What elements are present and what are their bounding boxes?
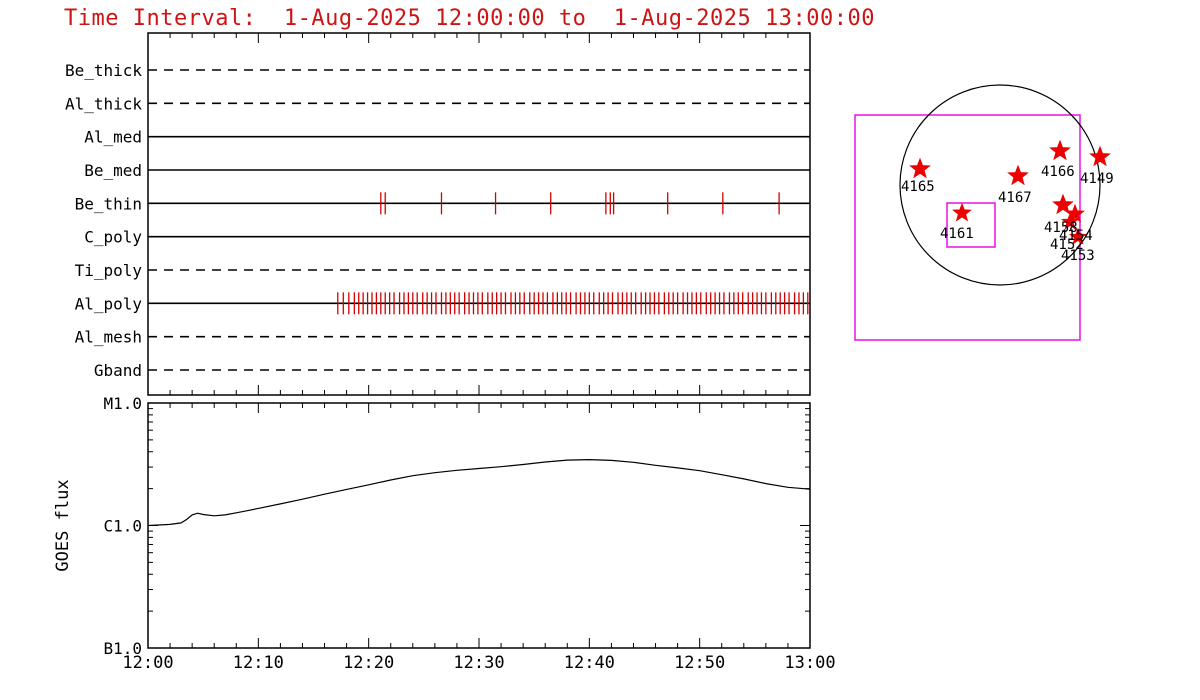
goes-flux-axis-label: GOES flux xyxy=(53,479,73,571)
filter-row-label: Be_med xyxy=(84,161,142,180)
goes-ytick-label: M1.0 xyxy=(103,394,142,413)
goes-xtick-label: 12:40 xyxy=(564,653,615,673)
active-region-star xyxy=(1089,145,1111,167)
active-region-star xyxy=(1049,139,1071,161)
active-region-label: 4158 xyxy=(1044,220,1078,236)
filter-row-label: Al_mesh xyxy=(75,328,142,347)
fov-box xyxy=(946,202,996,248)
goes-xtick-label: 12:30 xyxy=(453,653,504,673)
filter-row-label: Be_thin xyxy=(75,194,142,213)
goes-ytick-label: B1.0 xyxy=(103,639,142,658)
fov-box xyxy=(854,114,1081,341)
active-region-star xyxy=(1061,212,1079,230)
goes-xtick-label: 12:10 xyxy=(233,653,284,673)
active-region-star xyxy=(952,202,972,222)
filter-timeline-panel: Be_thick Al_thick Al_med Be_med Be_thin C_pol… xyxy=(65,32,811,396)
active-region-label: 4161 xyxy=(940,226,974,242)
goes-xtick-label: 12:00 xyxy=(122,653,173,673)
goes-xtick-label: 13:00 xyxy=(784,653,835,673)
active-region-label: 4165 xyxy=(901,179,935,195)
goes-flux-panel: M1.0 C1.0 B1.012:00 12:10 12:20 12:30 12:40 12:… xyxy=(53,394,836,673)
filter-row-label: Be_thick xyxy=(65,61,142,80)
filter-row-label: C_poly xyxy=(84,228,142,247)
active-region-label: 4153 xyxy=(1061,248,1095,264)
filter-row-label: Al_thick xyxy=(65,94,142,113)
active-region-star xyxy=(1065,203,1085,223)
filter-row-label: Gband xyxy=(94,361,142,380)
goes-frame xyxy=(147,402,811,649)
active-region-label: 4166 xyxy=(1041,164,1075,180)
active-region-label: 4154 xyxy=(1059,228,1093,244)
filter-row-label: Al_poly xyxy=(75,294,143,313)
active-region-star xyxy=(1069,227,1087,245)
active-region-star xyxy=(1052,193,1074,215)
active-region-label: 4149 xyxy=(1080,171,1114,187)
active-region-label: 4152 xyxy=(1050,237,1084,253)
active-region-label: 4167 xyxy=(998,190,1032,206)
goes-xtick-label: 12:20 xyxy=(343,653,394,673)
sun-disk xyxy=(899,84,1101,286)
active-region-star xyxy=(909,157,931,179)
goes-flux-curve xyxy=(147,458,811,527)
plot-title: Time Interval: 1-Aug-2025 12:00:00 to 1-… xyxy=(64,6,875,31)
goes-xtick-label: 12:50 xyxy=(674,653,725,673)
goes-ytick-label: C1.0 xyxy=(103,517,142,536)
filter-row-label: Al_med xyxy=(84,128,142,147)
active-region-star xyxy=(1007,164,1029,186)
timeline-frame xyxy=(147,32,811,396)
filter-row-label: Ti_poly xyxy=(75,261,143,280)
